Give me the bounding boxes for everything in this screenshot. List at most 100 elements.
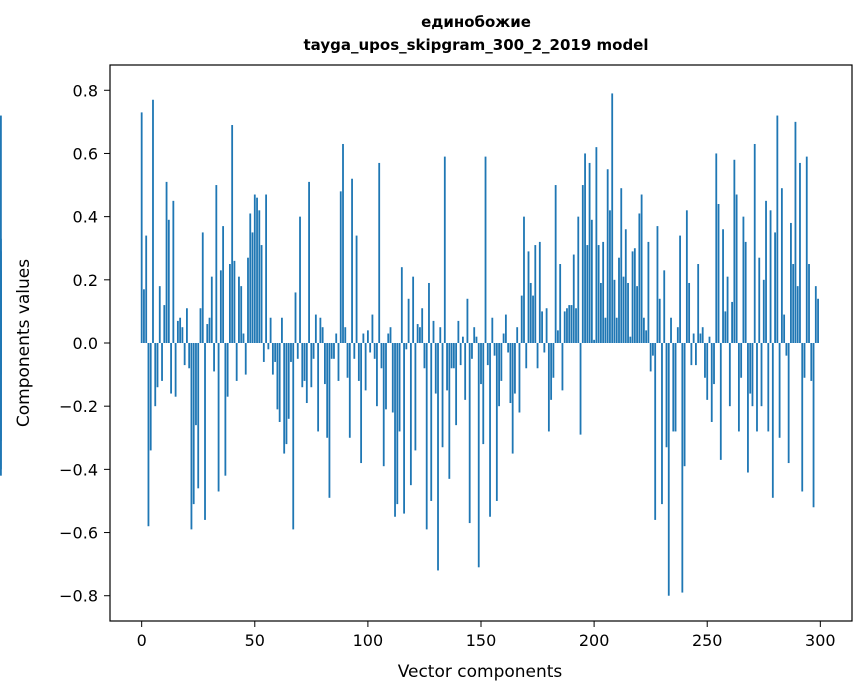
bar: [247, 257, 249, 343]
bar: [152, 99, 154, 343]
x-axis-label: Vector components: [398, 662, 563, 682]
bar: [753, 143, 756, 343]
bar: [597, 245, 600, 343]
bar: [421, 308, 424, 343]
bar: [701, 327, 704, 343]
bar: [514, 343, 516, 394]
bar: [602, 241, 605, 343]
bar: [638, 213, 641, 343]
bar: [231, 125, 234, 344]
bar: [382, 343, 385, 467]
bar: [253, 194, 256, 343]
bar: [448, 343, 451, 479]
bar: [715, 153, 718, 343]
bar: [584, 153, 586, 343]
bar: [416, 324, 419, 343]
bar: [176, 320, 179, 343]
bar: [201, 232, 204, 343]
bar: [360, 343, 363, 464]
bar: [579, 343, 582, 435]
chart-subtitle: tayga_upos_skipgram_300_2_2019 model: [304, 36, 649, 54]
bar: [339, 191, 342, 343]
bar: [228, 264, 231, 343]
bar: [817, 298, 819, 343]
bar: [403, 343, 405, 514]
bar: [509, 343, 512, 404]
bar: [787, 343, 790, 464]
bar: [172, 200, 175, 343]
bar: [665, 343, 668, 448]
bar: [188, 343, 191, 369]
bar: [342, 143, 344, 343]
bar: [423, 343, 426, 369]
bar: [633, 248, 636, 343]
bar: [294, 292, 297, 343]
bar: [683, 343, 686, 467]
bar: [167, 219, 170, 343]
x-tick-label: 150: [466, 631, 497, 650]
bar: [452, 343, 455, 369]
bar: [344, 327, 347, 343]
bar: [405, 343, 408, 350]
bar: [333, 343, 335, 359]
bar: [552, 343, 555, 378]
bar: [0, 343, 2, 476]
bar: [767, 343, 770, 432]
bar: [156, 343, 159, 388]
bar: [439, 327, 442, 343]
bar: [765, 200, 767, 343]
bar: [466, 298, 469, 343]
y-axis-label: Components values: [14, 259, 34, 427]
bar: [321, 327, 324, 343]
x-tick-label: 250: [692, 631, 723, 650]
bar: [346, 343, 349, 378]
y-tick-label: 0.6: [73, 144, 98, 163]
bars-group: [0, 93, 819, 596]
bar: [204, 343, 206, 520]
y-tick-label: 0.2: [73, 271, 98, 290]
bar: [260, 245, 263, 343]
bar: [199, 308, 202, 343]
bar: [398, 343, 401, 432]
bar: [758, 257, 761, 343]
bar: [219, 270, 222, 343]
bar: [186, 308, 188, 343]
bar: [559, 264, 562, 343]
bar: [690, 343, 693, 366]
bar: [719, 343, 722, 460]
bar: [364, 343, 367, 391]
bar: [704, 343, 706, 378]
bar: [586, 245, 589, 343]
bar: [274, 343, 277, 362]
bar: [147, 343, 150, 527]
bar: [803, 343, 806, 378]
bar: [389, 327, 392, 343]
y-tick-label: −0.6: [59, 524, 98, 543]
x-tick-label: 0: [137, 631, 147, 650]
bar: [414, 343, 417, 451]
bar: [550, 343, 553, 400]
bar: [778, 343, 781, 438]
bar: [783, 314, 786, 343]
bar: [495, 343, 498, 501]
bar: [572, 254, 575, 343]
bar: [801, 343, 804, 492]
bar: [577, 216, 580, 343]
chart-title: единобожие: [421, 13, 531, 31]
bar: [747, 343, 749, 473]
bar: [170, 343, 172, 394]
bar: [251, 232, 254, 343]
bar: [181, 327, 184, 343]
bar: [208, 317, 211, 343]
bar: [224, 343, 227, 476]
bar: [335, 333, 338, 343]
bar: [0, 301, 2, 343]
bar: [599, 282, 602, 343]
bar: [197, 343, 200, 489]
bar: [568, 305, 571, 343]
bar: [348, 343, 351, 438]
bar: [667, 343, 670, 596]
bar: [685, 210, 688, 343]
bar: [547, 343, 550, 432]
